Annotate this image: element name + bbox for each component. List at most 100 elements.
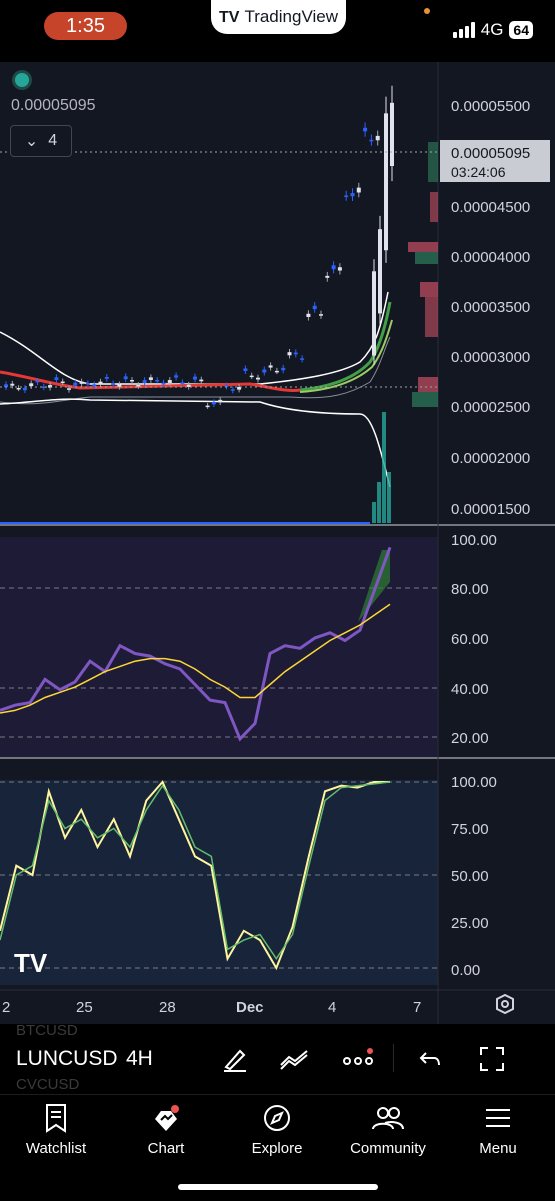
chart-svg[interactable]: 0.00005500 0.00004500 0.00004000 0.00003500… bbox=[0, 62, 555, 1024]
price-axis-label: 0.00003000 bbox=[451, 349, 530, 366]
ghost-symbol: CVCUSD bbox=[16, 1076, 80, 1093]
stoch-pane-bg bbox=[0, 780, 438, 985]
price-axis[interactable]: 0.00005500 0.00004500 0.00004000 0.00003500… bbox=[451, 98, 530, 518]
hamburger-icon bbox=[486, 1109, 510, 1127]
indicators-icon bbox=[280, 1050, 308, 1070]
current-price-tag bbox=[440, 140, 550, 182]
fullscreen-button[interactable] bbox=[474, 1042, 510, 1076]
candle-body bbox=[218, 399, 223, 403]
candle-body bbox=[54, 377, 59, 380]
rsi-ma-line bbox=[0, 603, 391, 714]
candle-body bbox=[274, 370, 279, 373]
price-axis-label: 0.00003500 bbox=[451, 299, 530, 316]
candle-body bbox=[79, 381, 84, 384]
settings-icon[interactable] bbox=[496, 993, 514, 1015]
price-axis-label: 0.00005500 bbox=[451, 98, 530, 115]
more-button[interactable] bbox=[340, 1042, 376, 1076]
candle-body bbox=[186, 384, 191, 387]
candle-body bbox=[237, 386, 242, 390]
candle-body bbox=[243, 368, 248, 371]
status-time: 1:35 bbox=[44, 12, 127, 40]
candle-body bbox=[22, 387, 27, 391]
home-indicator bbox=[178, 1184, 378, 1190]
market-status-icon[interactable] bbox=[15, 73, 29, 87]
pen-icon bbox=[224, 1049, 246, 1072]
candle-body bbox=[35, 380, 40, 383]
more-dots-icon bbox=[343, 1048, 373, 1065]
candle-body bbox=[136, 385, 141, 387]
nav-label: Explore bbox=[251, 1140, 303, 1157]
candle-body bbox=[369, 139, 374, 142]
nav-label: Watchlist bbox=[25, 1140, 87, 1157]
candle-body bbox=[174, 375, 179, 378]
nav-community[interactable]: Community bbox=[338, 1100, 438, 1157]
bollinger-upper bbox=[0, 291, 389, 385]
drawing-tools-button[interactable] bbox=[216, 1042, 252, 1076]
indicators-collapse-button[interactable]: ⌄ 4 bbox=[10, 125, 72, 157]
battery-level: 64 bbox=[509, 21, 533, 39]
nav-watchlist[interactable]: Watchlist bbox=[6, 1100, 106, 1157]
candle-body bbox=[390, 102, 394, 167]
price-axis-label: 0.00004000 bbox=[451, 249, 530, 266]
rsi-axis[interactable]: 100.00 80.00 60.00 40.00 20.00 bbox=[451, 532, 497, 747]
nav-menu[interactable]: Menu bbox=[448, 1100, 548, 1157]
time-axis[interactable]: 2 25 28 Dec 4 7 bbox=[2, 999, 421, 1016]
bottom-navigation bbox=[0, 1094, 555, 1201]
candle-body bbox=[205, 405, 210, 408]
current-price-label: 0.00005095 bbox=[451, 145, 530, 162]
rsi-axis-label: 60.00 bbox=[451, 631, 489, 648]
candle-body bbox=[161, 382, 166, 385]
tradingview-watermark: TV bbox=[14, 948, 48, 978]
rsi-pane-bg bbox=[0, 537, 438, 757]
time-axis-label: 7 bbox=[413, 999, 421, 1016]
time-axis-label: Dec bbox=[236, 999, 264, 1016]
nav-label: Chart bbox=[147, 1140, 185, 1157]
candle-body bbox=[4, 384, 8, 388]
candle-body bbox=[41, 386, 46, 388]
legend-price: 0.00005095 bbox=[11, 97, 96, 114]
indicators-button[interactable] bbox=[276, 1042, 312, 1076]
candle-body bbox=[337, 267, 342, 271]
rsi-axis-label: 20.00 bbox=[451, 730, 489, 747]
candle-body bbox=[350, 193, 355, 197]
nav-label: Community bbox=[350, 1140, 426, 1157]
candle-body bbox=[384, 113, 388, 251]
candle-body bbox=[356, 187, 361, 193]
bollinger-basis bbox=[0, 336, 391, 405]
volume-bar bbox=[387, 472, 391, 523]
candle-body bbox=[142, 380, 147, 383]
network-type: 4G bbox=[480, 20, 504, 39]
candle-body bbox=[155, 380, 160, 382]
candle-body bbox=[85, 383, 90, 385]
candle-body bbox=[111, 383, 116, 385]
price-axis-label: 0.00001500 bbox=[451, 501, 530, 518]
candle-body bbox=[293, 352, 298, 355]
nav-explore[interactable]: Explore bbox=[227, 1100, 327, 1157]
candle-body bbox=[268, 365, 273, 368]
candle-body bbox=[48, 385, 53, 388]
candle-body bbox=[148, 377, 153, 380]
interval-button[interactable]: 4H bbox=[126, 1047, 153, 1070]
candle-body bbox=[372, 271, 376, 356]
chart-icon bbox=[155, 1105, 179, 1131]
candle-body bbox=[363, 127, 368, 132]
undo-icon bbox=[419, 1052, 440, 1066]
candle-body bbox=[117, 384, 122, 387]
volume-bar bbox=[377, 482, 381, 523]
volume-bar bbox=[382, 412, 386, 523]
candle-body bbox=[230, 389, 235, 391]
price-axis-label: 0.00004500 bbox=[451, 199, 530, 216]
nav-chart[interactable]: Chart bbox=[116, 1100, 216, 1157]
candle-body bbox=[130, 380, 134, 382]
status-indicators: 4G 64 bbox=[452, 20, 533, 40]
undo-button[interactable] bbox=[412, 1042, 448, 1076]
app-banner[interactable]: TV TradingView bbox=[211, 0, 346, 34]
symbol-search-button[interactable]: LUNCUSD bbox=[16, 1047, 118, 1070]
candle-body bbox=[67, 388, 71, 390]
candle-body bbox=[193, 376, 197, 380]
stoch-axis[interactable]: 100.00 75.00 50.00 25.00 0.00 bbox=[451, 774, 497, 979]
volume-bar bbox=[372, 502, 376, 523]
candle-body bbox=[224, 385, 229, 387]
candle-body bbox=[344, 195, 349, 197]
time-axis-label: 2 bbox=[2, 999, 10, 1016]
